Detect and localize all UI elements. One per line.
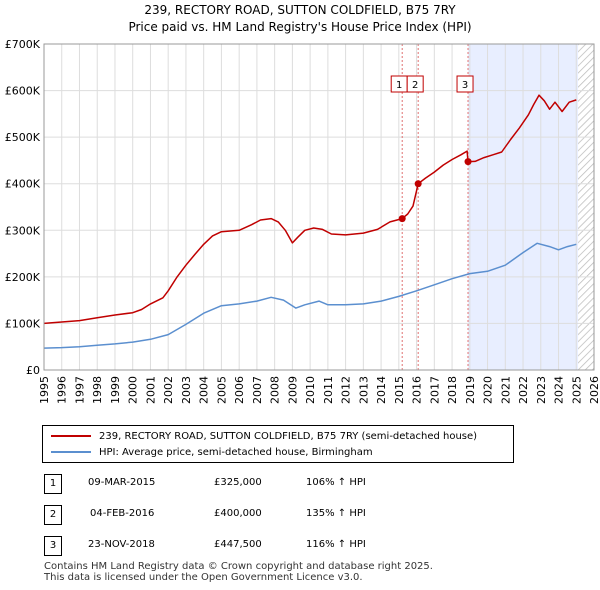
x-tick-label: 2017 [428,376,441,404]
y-tick-label: £700K [5,38,41,51]
x-tick-label: 1998 [91,376,104,404]
forecast-hatch [578,44,594,370]
transaction-hpi: 135% ↑ HPI [306,508,366,519]
x-tick-label: 2013 [357,376,370,404]
marker-box-2 [406,75,424,93]
y-tick-label: £0 [26,364,40,377]
x-tick-label: 2008 [269,376,282,404]
marker-box-3 [456,75,474,93]
x-tick-label: 2006 [233,376,246,404]
x-tick-label: 2003 [180,376,193,404]
transaction-price: £400,000 [214,508,262,519]
x-tick-label: 1997 [73,376,86,404]
x-tick-label: 2002 [162,376,175,404]
x-tick-label: 1996 [56,376,69,404]
legend-property-swatch [51,435,91,437]
sale-point-3 [464,158,472,166]
transaction-number: 2 [44,505,62,525]
y-tick-label: £300K [5,224,41,237]
sale-point-2 [414,180,422,188]
hpi-line [43,242,577,349]
sale-point-1 [398,215,406,223]
marker-box-label-1: 1 [396,80,402,91]
x-tick-label: 2005 [215,376,228,404]
x-tick-label: 2014 [375,376,388,404]
x-tick-label: 1995 [38,376,51,404]
x-tick-label: 2019 [464,376,477,404]
marker-box-label-2: 2 [412,80,418,91]
legend-hpi-label: HPI: Average price, semi-detached house,… [99,446,373,458]
x-tick-label: 2022 [517,376,530,404]
chart-title: 239, RECTORY ROAD, SUTTON COLDFIELD, B75… [144,3,456,17]
x-tick-label: 2009 [286,376,299,404]
x-tick-label: 2020 [482,376,495,404]
footer-copyright: Contains HM Land Registry data © Crown c… [44,561,433,572]
x-tick-label: 2023 [535,376,548,404]
x-tick-label: 2026 [588,376,600,404]
x-tick-label: 2010 [304,376,317,404]
y-tick-label: £400K [5,178,41,191]
x-tick-label: 2001 [144,376,157,404]
transaction-date: 23-NOV-2018 [88,539,155,550]
transaction-date: 04-FEB-2016 [90,508,155,519]
x-tick-label: 2004 [198,376,211,404]
transaction-hpi: 106% ↑ HPI [306,477,366,488]
x-tick-label: 2018 [446,376,459,404]
x-tick-label: 2007 [251,376,264,404]
y-tick-label: £600K [5,85,41,98]
legend: 239, RECTORY ROAD, SUTTON COLDFIELD, B75… [42,425,514,463]
x-tick-label: 2012 [340,376,353,404]
x-tick-label: 2021 [499,376,512,404]
x-tick-label: 2011 [322,376,335,404]
x-tick-label: 2015 [393,376,406,404]
transaction-number: 1 [44,474,62,494]
plot-frame [43,43,595,371]
footer: Contains HM Land Registry data © Crown c… [44,561,433,583]
y-tick-label: £500K [5,131,41,144]
legend-property-label: 239, RECTORY ROAD, SUTTON COLDFIELD, B75… [99,430,478,442]
x-tick-label: 2000 [127,376,140,404]
transaction-price: £325,000 [214,477,262,488]
price-chart: 1 2 3 £0 £100K £200K £300K £400K £500K £600K £700K… [5,38,600,404]
y-tick-label: £200K [5,271,41,284]
x-tick-label: 1999 [109,376,122,404]
transaction-price: £447,500 [214,539,262,550]
x-tick-label: 2016 [411,376,424,404]
legend-hpi-swatch [51,451,91,453]
transaction-number: 3 [44,536,62,556]
transaction-hpi: 116% ↑ HPI [306,539,366,550]
legend-item-hpi: HPI: Average price, semi-detached house,… [51,445,373,459]
x-tick-label: 2025 [570,376,583,404]
legend-item-property: 239, RECTORY ROAD, SUTTON COLDFIELD, B75… [51,429,477,443]
property-price-line [43,94,577,325]
transaction-date: 09-MAR-2015 [88,477,156,488]
chart-subtitle: Price paid vs. HM Land Registry's House … [128,20,472,34]
x-tick-label: 2024 [553,376,566,404]
footer-licence: This data is licensed under the Open Gov… [44,572,363,583]
y-tick-label: £100K [5,317,41,330]
marker-box-label-3: 3 [462,80,468,91]
